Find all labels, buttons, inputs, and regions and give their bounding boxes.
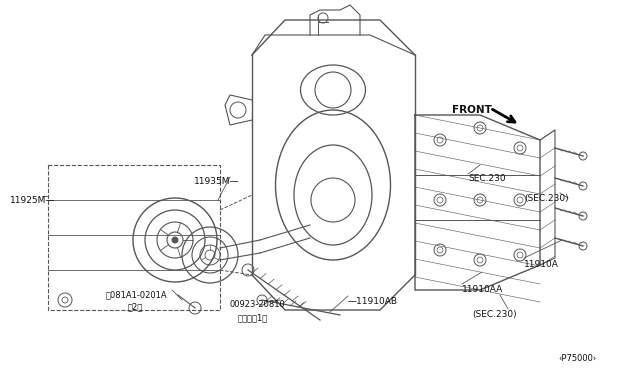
Text: 00923-20810: 00923-20810 — [230, 300, 285, 309]
Circle shape — [172, 237, 178, 243]
Text: SEC.230: SEC.230 — [468, 174, 506, 183]
Text: Ⓓ081A1-0201A: Ⓓ081A1-0201A — [106, 290, 168, 299]
Text: リング（1）: リング（1） — [238, 313, 268, 322]
Text: 11910AA: 11910AA — [462, 285, 503, 294]
Text: FRONT: FRONT — [452, 105, 492, 115]
Text: 11910A: 11910A — [524, 260, 559, 269]
Text: (SEC.230): (SEC.230) — [472, 310, 516, 319]
Text: ‹P75000›: ‹P75000› — [558, 354, 596, 363]
Text: 。2〃: 。2〃 — [128, 302, 143, 311]
Text: —11910AB: —11910AB — [348, 297, 398, 306]
Text: 11925M—: 11925M— — [10, 196, 56, 205]
Text: 11935M—: 11935M— — [194, 177, 239, 186]
Text: (SEC.230): (SEC.230) — [524, 194, 568, 203]
